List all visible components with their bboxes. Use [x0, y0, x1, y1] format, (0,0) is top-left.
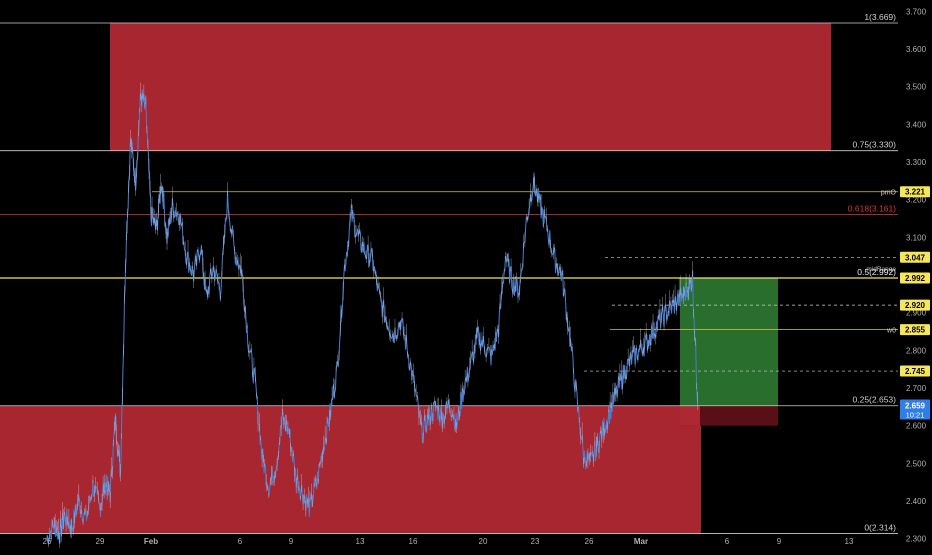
- price-tag: [900, 365, 930, 377]
- position-profit-area: [680, 278, 778, 406]
- range-line-label: midRange: [866, 266, 896, 273]
- bar-countdown-label: 10:21: [906, 410, 925, 419]
- y-axis-tick-label: 2.500: [906, 459, 927, 468]
- x-axis-tick-label: 16: [409, 537, 418, 546]
- y-axis-tick-label: 2.600: [906, 422, 927, 431]
- y-axis-tick-label: 2.900: [906, 309, 927, 318]
- x-axis-tick-label: Feb: [144, 537, 158, 546]
- fib-level-label: 0.75(3.330): [853, 140, 897, 150]
- x-axis-tick-label: 29: [96, 537, 105, 546]
- x-axis-tick-label: 23: [531, 537, 540, 546]
- price-tag: [900, 324, 930, 336]
- y-axis-tick-label: 3.400: [906, 120, 927, 129]
- y-axis-tick-label: 2.300: [906, 535, 927, 544]
- y-axis-tick-label: 3.200: [906, 196, 927, 205]
- price-tag-label: 2.745: [905, 367, 926, 376]
- price-tag-label: 2.855: [905, 326, 926, 335]
- fib-level-label: 0.25(2.653): [853, 395, 897, 405]
- y-axis-tick-label: 3.100: [906, 233, 927, 242]
- price-tag-label: 2.992: [905, 274, 926, 283]
- fib-level-label: 0.618(3.161): [848, 203, 896, 213]
- y-axis-tick-label: 2.400: [906, 497, 927, 506]
- x-axis-tick-label: Mar: [634, 537, 648, 546]
- price-tag: [900, 272, 930, 284]
- x-axis-tick-label: 20: [479, 537, 488, 546]
- fib-level-label: 0.5(2.992): [857, 267, 896, 277]
- y-axis-tick-label: 3.600: [906, 45, 927, 54]
- x-axis-tick-label: 6: [238, 537, 243, 546]
- x-axis-tick-label: 26: [43, 537, 52, 546]
- price-tag: [900, 251, 930, 263]
- y-axis-tick-label: 3.500: [906, 83, 927, 92]
- y-axis-tick-label: 2.700: [906, 384, 927, 393]
- y-axis-tick-label: 2.800: [906, 346, 927, 355]
- x-axis-tick-label: 9: [289, 537, 294, 546]
- range-line-label: w0: [886, 328, 896, 335]
- demand-zone: [0, 405, 701, 534]
- price-tag-label: 2.920: [905, 301, 926, 310]
- price-tag-label: 3.047: [905, 253, 926, 262]
- y-axis-tick-label: 3.700: [906, 7, 927, 16]
- fib-level-label: 0(2.314): [864, 522, 896, 532]
- x-axis-tick-label: 26: [585, 537, 594, 546]
- fib-level-label: 1(3.669): [864, 12, 896, 22]
- price-tag: [900, 299, 930, 311]
- price-tag-label: 3.221: [905, 188, 926, 197]
- x-axis-tick-label: 13: [356, 537, 365, 546]
- supply-zone: [110, 22, 831, 151]
- position-entry-marker: [680, 405, 700, 426]
- range-line-label: pmO: [881, 190, 897, 197]
- price-tag: [900, 186, 930, 198]
- y-axis-tick-label: 3.300: [906, 158, 927, 167]
- current-price-label: 2.659: [905, 401, 926, 410]
- x-axis-tick-label: 9: [777, 537, 782, 546]
- x-axis-tick-label: 13: [845, 537, 854, 546]
- x-axis-tick-label: 6: [725, 537, 730, 546]
- current-price-tag: [900, 399, 930, 420]
- position-loss-area: [680, 405, 778, 426]
